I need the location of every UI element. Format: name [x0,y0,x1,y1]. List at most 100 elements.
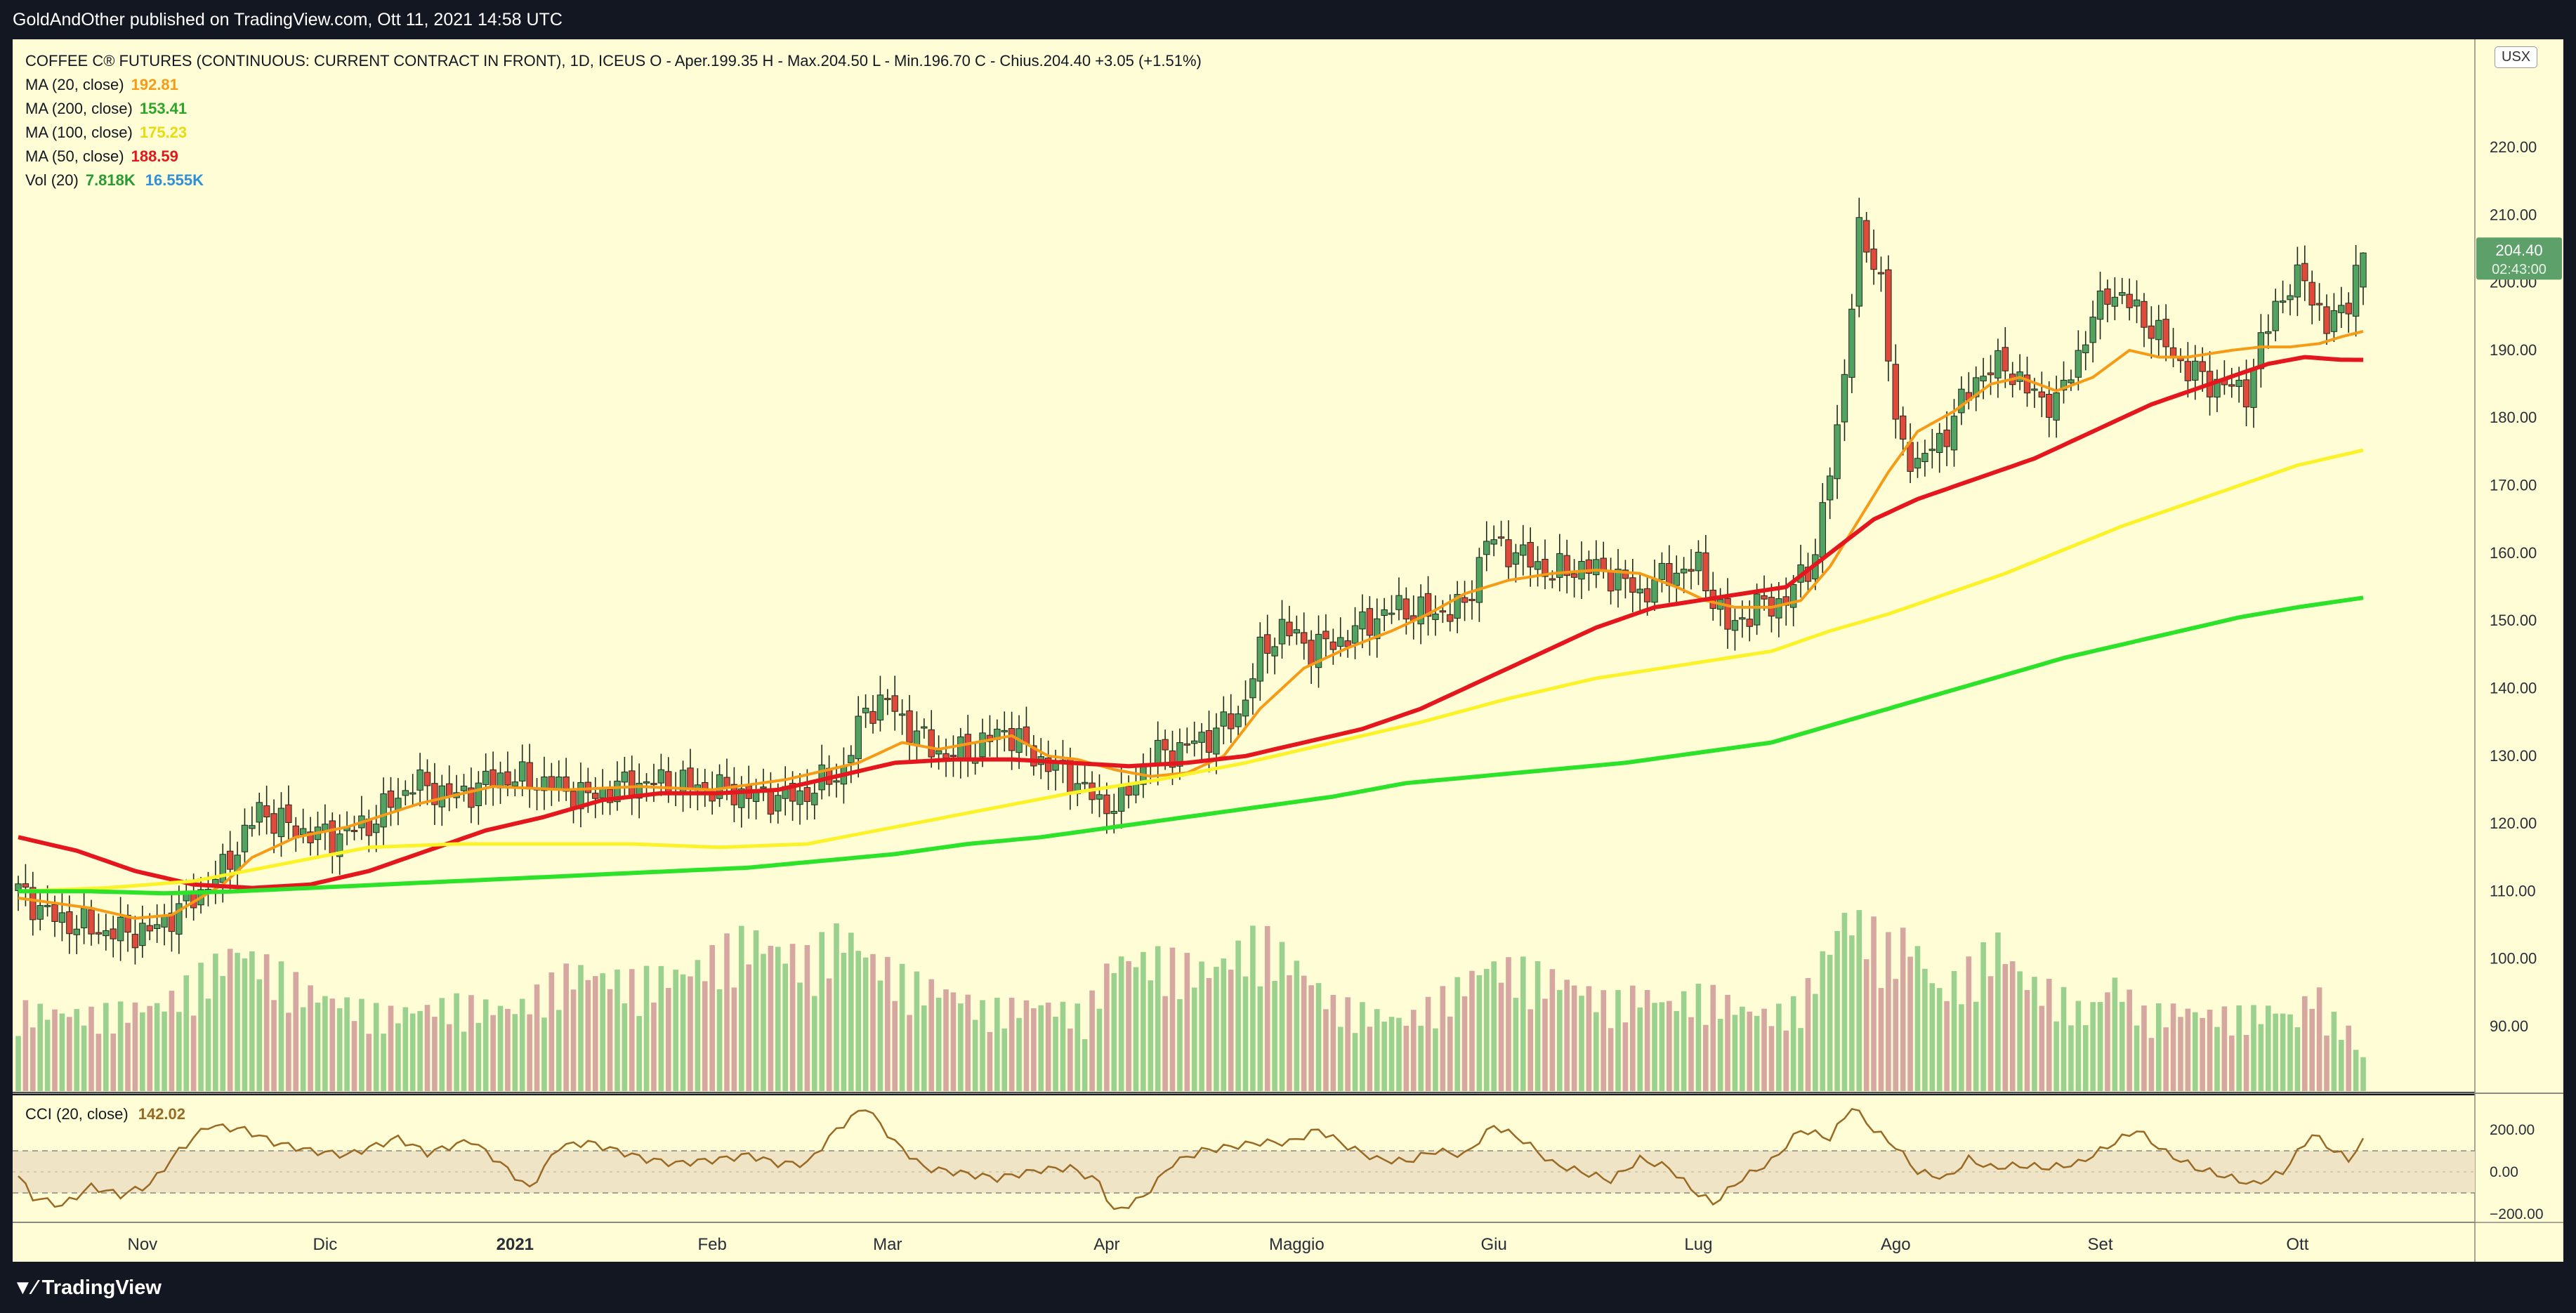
candle-body [2038,391,2046,398]
volume-bar [2200,1017,2205,1091]
publisher-bar: GoldAndOther published on TradingView.co… [0,0,2576,39]
candle-body [263,805,270,818]
time-tick-label: Nov [127,1235,157,1254]
volume-bar [2251,1005,2256,1091]
volume-bar [1936,988,1943,1091]
candle-body [1527,541,1534,568]
volume-bar [1893,979,1899,1091]
volume-bar [965,994,971,1091]
volume-bar [761,954,766,1091]
volume-bar [651,1002,657,1091]
volume-bar [505,1008,511,1091]
candle-body [1753,593,1761,626]
volume-bar [600,973,605,1091]
volume-legend[interactable]: Vol (20) 7.818K 16.555K [25,169,1202,192]
volume-bar [519,998,525,1091]
candle-body [1775,598,1782,619]
price-tick-label: 160.00 [2490,544,2537,562]
volume-bar [1798,1028,1803,1091]
candle-body [1235,713,1242,727]
volume-bar [841,952,847,1091]
candle-body [409,792,416,795]
candle-body [1936,433,1943,454]
volume-bar [81,1025,87,1091]
volume-bar [1221,958,1227,1091]
volume-bar [1162,996,1168,1091]
chart-area[interactable]: 90.00 100.00 110.00 120.00 130.00 140.00 150.0… [13,39,2563,1262]
volume-bar [877,980,883,1091]
volume-bar [1878,988,1884,1091]
volume-bar [1622,1022,1629,1091]
candle-body [88,909,95,935]
volume-bar [1206,977,1212,1091]
candle-body [1892,364,1899,420]
candle-body [1117,786,1125,812]
candle-body [848,755,855,763]
volume-bar [1703,1024,1709,1091]
candle-body [1249,678,1256,699]
volume-bar [1089,990,1095,1091]
candle-body [37,905,44,920]
volume-bar [1440,986,1446,1091]
tradingview-logo-icon: ▼⁄ [13,1276,37,1299]
cci-legend[interactable]: CCI (20, close) 142.02 [25,1105,185,1123]
volume-bar [15,1036,21,1091]
candle-body [1921,453,1928,463]
candle-body [1658,562,1666,580]
volume-bar [132,1002,138,1091]
volume-bar [943,989,949,1091]
candle-body [2162,319,2169,348]
candle-body [1476,557,1483,603]
candle-body [131,934,139,949]
ma20-legend[interactable]: MA (20, close) 192.81 [25,73,1202,97]
volume-bar [1264,925,1270,1091]
volume-bar [1783,1030,1789,1091]
volume-bar [162,1011,167,1091]
currency-button[interactable]: USX [2495,46,2538,68]
volume-bar [738,925,744,1091]
volume-bar [1214,967,1219,1091]
candle-body [1030,745,1037,767]
candle-body [2301,263,2308,282]
candle-body [423,772,431,786]
candle-body [2068,379,2075,383]
volume-bar [468,995,474,1091]
tradingview-logo[interactable]: ▼⁄ TradingView [13,1276,162,1300]
candle-body [226,850,234,870]
volume-bar [1995,932,2001,1091]
ma50-legend[interactable]: MA (50, close) 188.59 [25,145,1202,169]
candle-body [1862,220,1870,253]
candle-body [906,710,913,743]
volume-bar [1740,1006,1745,1091]
volume-bar [1235,940,1241,1091]
volume-bar [2170,1003,2176,1091]
candle-body [475,782,482,807]
candle-body [913,730,921,746]
volume-bar [2068,1025,2074,1091]
volume-bar [293,972,299,1091]
volume-bar [2221,1006,2228,1091]
candle-body [1695,551,1702,572]
candle-body [73,928,80,935]
volume-bar [512,1014,518,1091]
volume-bar [592,976,598,1091]
volume-bar [1768,1026,1775,1091]
volume-bar [1776,1003,1782,1091]
volume-bar [44,1020,51,1091]
candle-body [249,825,256,829]
volume-bar [37,1003,44,1091]
volume-value: 7.818K [85,171,136,189]
volume-bar [1922,968,1928,1091]
ma200-legend[interactable]: MA (200, close) 153.41 [25,97,1202,121]
volume-bar [2207,1010,2213,1091]
volume-bar [359,998,364,1091]
chart-canvas[interactable]: 90.00 100.00 110.00 120.00 130.00 140.00 150.0… [13,39,2563,1262]
candle-body [168,912,176,932]
price-tick-label: 110.00 [2490,882,2536,899]
volume-bar [388,1005,394,1091]
volume-bar [1717,1019,1723,1091]
ma100-legend[interactable]: MA (100, close) 175.23 [25,121,1202,145]
candle-body [103,930,110,937]
volume-bar [1980,942,1986,1091]
volume-bar [1315,983,1322,1091]
